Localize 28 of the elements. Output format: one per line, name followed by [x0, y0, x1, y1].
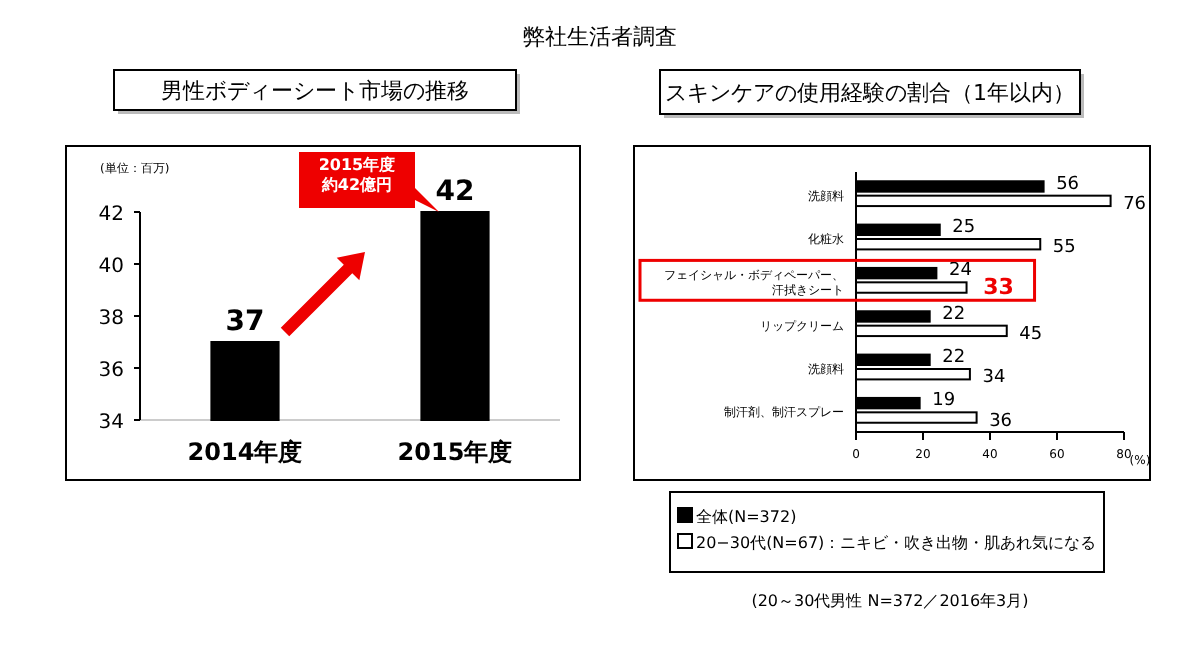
annotation: 33: [983, 274, 1014, 301]
data-label: 34: [982, 368, 1006, 389]
data-label: 55: [1052, 238, 1076, 259]
x-tick-label: 2014年度: [187, 438, 303, 466]
data-label: 22: [942, 304, 966, 325]
text: (20～30代男性 N=372／2016年3月): [751, 592, 1029, 610]
y-tick-label: 34: [98, 412, 124, 434]
data-label: 22: [942, 348, 966, 368]
y-tick-label: 38: [98, 308, 124, 330]
text: 2015年度約42億円: [318, 154, 396, 194]
chart-title: スキンケアの使用経験の割合（1年以内）: [665, 80, 1075, 106]
y-tick-label: 42: [98, 204, 124, 226]
data-label: 19: [932, 391, 956, 412]
data-label: 36: [989, 411, 1013, 432]
data-label: 25: [952, 218, 976, 238]
y-tick-label: 36: [98, 360, 124, 382]
data-label: 37: [225, 306, 265, 338]
data-label: 76: [1123, 194, 1147, 215]
data-label: 42: [435, 176, 475, 208]
data-label: 56: [1056, 174, 1080, 195]
chart-title: 男性ボディーシート市場の推移: [161, 78, 469, 104]
text: 弊社生活者調査: [523, 24, 677, 50]
legend-label: 20−30代(N=67)：ニキビ・吹き出物・肌あれ気になる: [696, 534, 1097, 552]
data-label: 24: [948, 261, 973, 282]
x-tick-label: 2015年度: [397, 438, 513, 466]
legend-label: 全体(N=372): [696, 508, 797, 526]
data-label: 45: [1019, 324, 1043, 345]
y-tick-label: 40: [98, 256, 124, 278]
